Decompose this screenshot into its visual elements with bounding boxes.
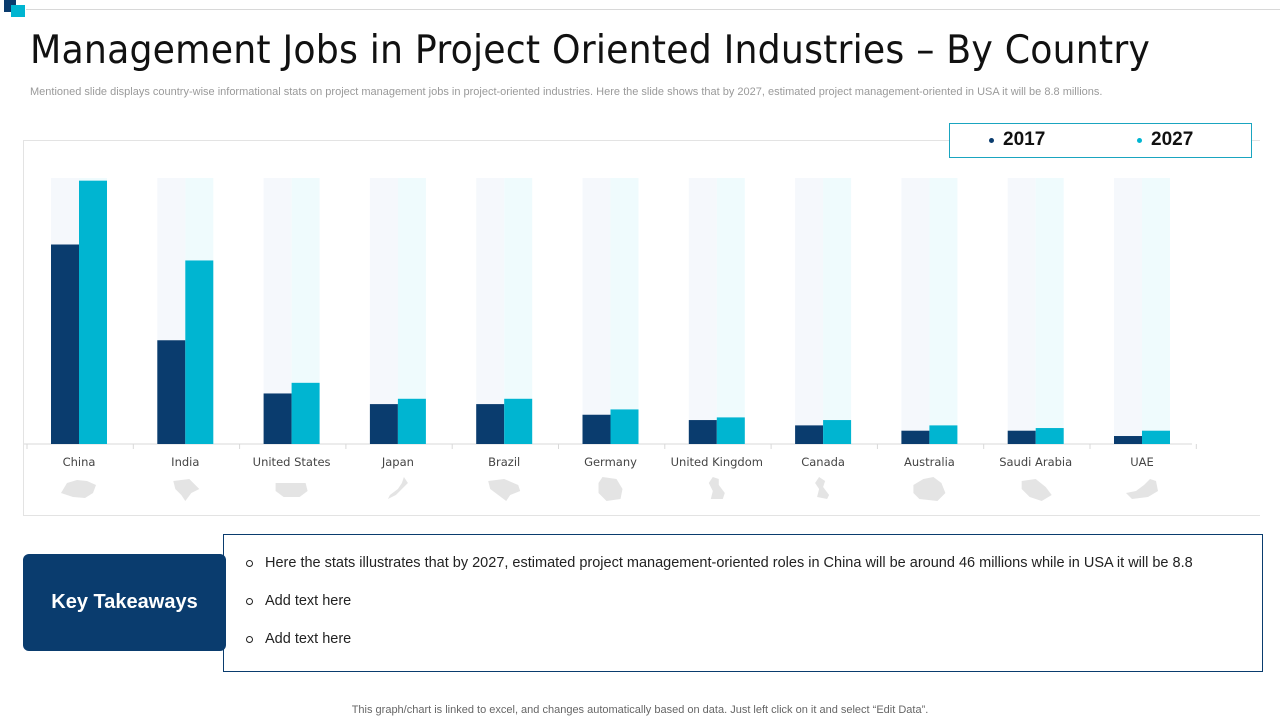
uk-map-icon-shape: [708, 477, 725, 499]
bar-2017[interactable]: [157, 340, 186, 444]
bar-2017[interactable]: [901, 430, 930, 444]
india-map-icon-shape: [173, 479, 200, 501]
takeaway-text[interactable]: Add text here: [265, 631, 352, 647]
japan-map-icon: [387, 477, 408, 499]
bar-2027[interactable]: [1142, 430, 1170, 444]
bar-track-2027: [716, 178, 745, 444]
takeaways-panel: Here the stats illustrates that by 2027,…: [223, 534, 1263, 672]
saudi-arabia-map-icon-shape: [1021, 479, 1052, 501]
india-map-icon: [173, 479, 200, 501]
bar-track-2027: [610, 178, 639, 444]
bar-2027[interactable]: [79, 180, 107, 444]
bar-2017[interactable]: [1007, 430, 1036, 444]
footer-note: This graph/chart is linked to excel, and…: [351, 704, 929, 716]
bar-2027[interactable]: [929, 425, 958, 444]
uae-map-icon-shape: [1126, 479, 1158, 499]
bar-2017[interactable]: [369, 404, 398, 444]
australia-map-icon-shape: [913, 477, 946, 501]
bar-track-2027: [1142, 178, 1170, 444]
bar-track-2017: [688, 178, 717, 444]
category-label: United Kingdom: [671, 455, 763, 469]
bar-track-2017: [369, 178, 398, 444]
japan-map-icon-shape: [387, 477, 408, 499]
takeaway-item: Here the stats illustrates that by 2027,…: [246, 555, 1193, 571]
category-label: China: [63, 455, 96, 469]
chart-frame[interactable]: [23, 140, 1260, 516]
brazil-map-icon: [488, 479, 521, 501]
bar-track-2027: [929, 178, 958, 444]
bar-2027[interactable]: [716, 417, 745, 444]
bar-2017[interactable]: [688, 420, 717, 444]
bar-2017[interactable]: [795, 425, 824, 444]
bar-2027[interactable]: [1035, 428, 1064, 444]
brazil-map-icon-shape: [488, 479, 521, 501]
category-label: Saudi Arabia: [999, 455, 1072, 469]
takeaway-item: Add text here: [246, 631, 351, 647]
legend-label-2027: 2027: [1151, 129, 1194, 150]
category-label: Brazil: [488, 455, 520, 469]
china-map-icon: [61, 480, 96, 498]
legend-label-2017: 2017: [1003, 129, 1046, 150]
bar-2027[interactable]: [397, 398, 426, 444]
bar-2017[interactable]: [582, 414, 611, 444]
corner-decoration-light: [11, 5, 25, 17]
bar-track-2017: [476, 178, 505, 444]
china-map-icon-shape: [61, 480, 96, 498]
bar-track-2017: [795, 178, 824, 444]
germany-map-icon: [598, 477, 623, 501]
page-title: Management Jobs in Project Oriented Indu…: [30, 28, 1151, 73]
bar-2017[interactable]: [263, 393, 292, 444]
bullet-circle-icon: [246, 559, 253, 567]
legend-item-2027: 2027: [1137, 129, 1193, 151]
page-subtitle: Mentioned slide displays country-wise in…: [30, 86, 1103, 98]
bar-2027[interactable]: [504, 398, 533, 444]
category-label: United States: [253, 455, 331, 469]
category-label: Japan: [381, 455, 414, 469]
bar-2027[interactable]: [185, 260, 214, 444]
category-label: UAE: [1130, 455, 1154, 469]
top-divider: [26, 9, 1280, 10]
australia-map-icon: [913, 477, 946, 501]
bar-2017[interactable]: [51, 244, 79, 445]
bar-2017[interactable]: [476, 404, 505, 444]
bar-track-2017: [1007, 178, 1036, 444]
uae-map-icon: [1126, 479, 1158, 499]
bar-track-2027: [1035, 178, 1064, 444]
bar-2017[interactable]: [1114, 436, 1142, 444]
bar-track-2017: [582, 178, 611, 444]
takeaway-text[interactable]: Add text here: [265, 593, 352, 609]
usa-map-icon: [275, 483, 308, 497]
category-label: Germany: [584, 455, 637, 469]
bar-2027[interactable]: [823, 420, 852, 444]
saudi-arabia-map-icon: [1021, 479, 1052, 501]
category-label: Australia: [904, 455, 955, 469]
legend-dot-2017: [989, 137, 994, 143]
canada-map-icon: [815, 477, 830, 499]
legend-dot-2027: [1137, 137, 1142, 143]
uk-map-icon: [708, 477, 725, 499]
bar-2027[interactable]: [610, 409, 639, 444]
takeaway-text[interactable]: Here the stats illustrates that by 2027,…: [265, 555, 1193, 571]
bar-track-2017: [901, 178, 930, 444]
bar-track-2027: [823, 178, 852, 444]
bar-track-2017: [1114, 178, 1142, 444]
chart-legend: 2017 2027: [949, 123, 1252, 158]
bar-2027[interactable]: [291, 382, 320, 444]
bullet-circle-icon: [246, 597, 253, 605]
category-label: Canada: [801, 455, 845, 469]
takeaway-item: Add text here: [246, 593, 351, 609]
germany-map-icon-shape: [598, 477, 623, 501]
canada-map-icon-shape: [815, 477, 830, 499]
usa-map-icon-shape: [275, 483, 308, 497]
category-label: India: [171, 455, 199, 469]
bullet-circle-icon: [246, 635, 253, 643]
legend-item-2017: 2017: [989, 129, 1045, 151]
key-takeaways-label: Key Takeaways: [23, 554, 226, 651]
